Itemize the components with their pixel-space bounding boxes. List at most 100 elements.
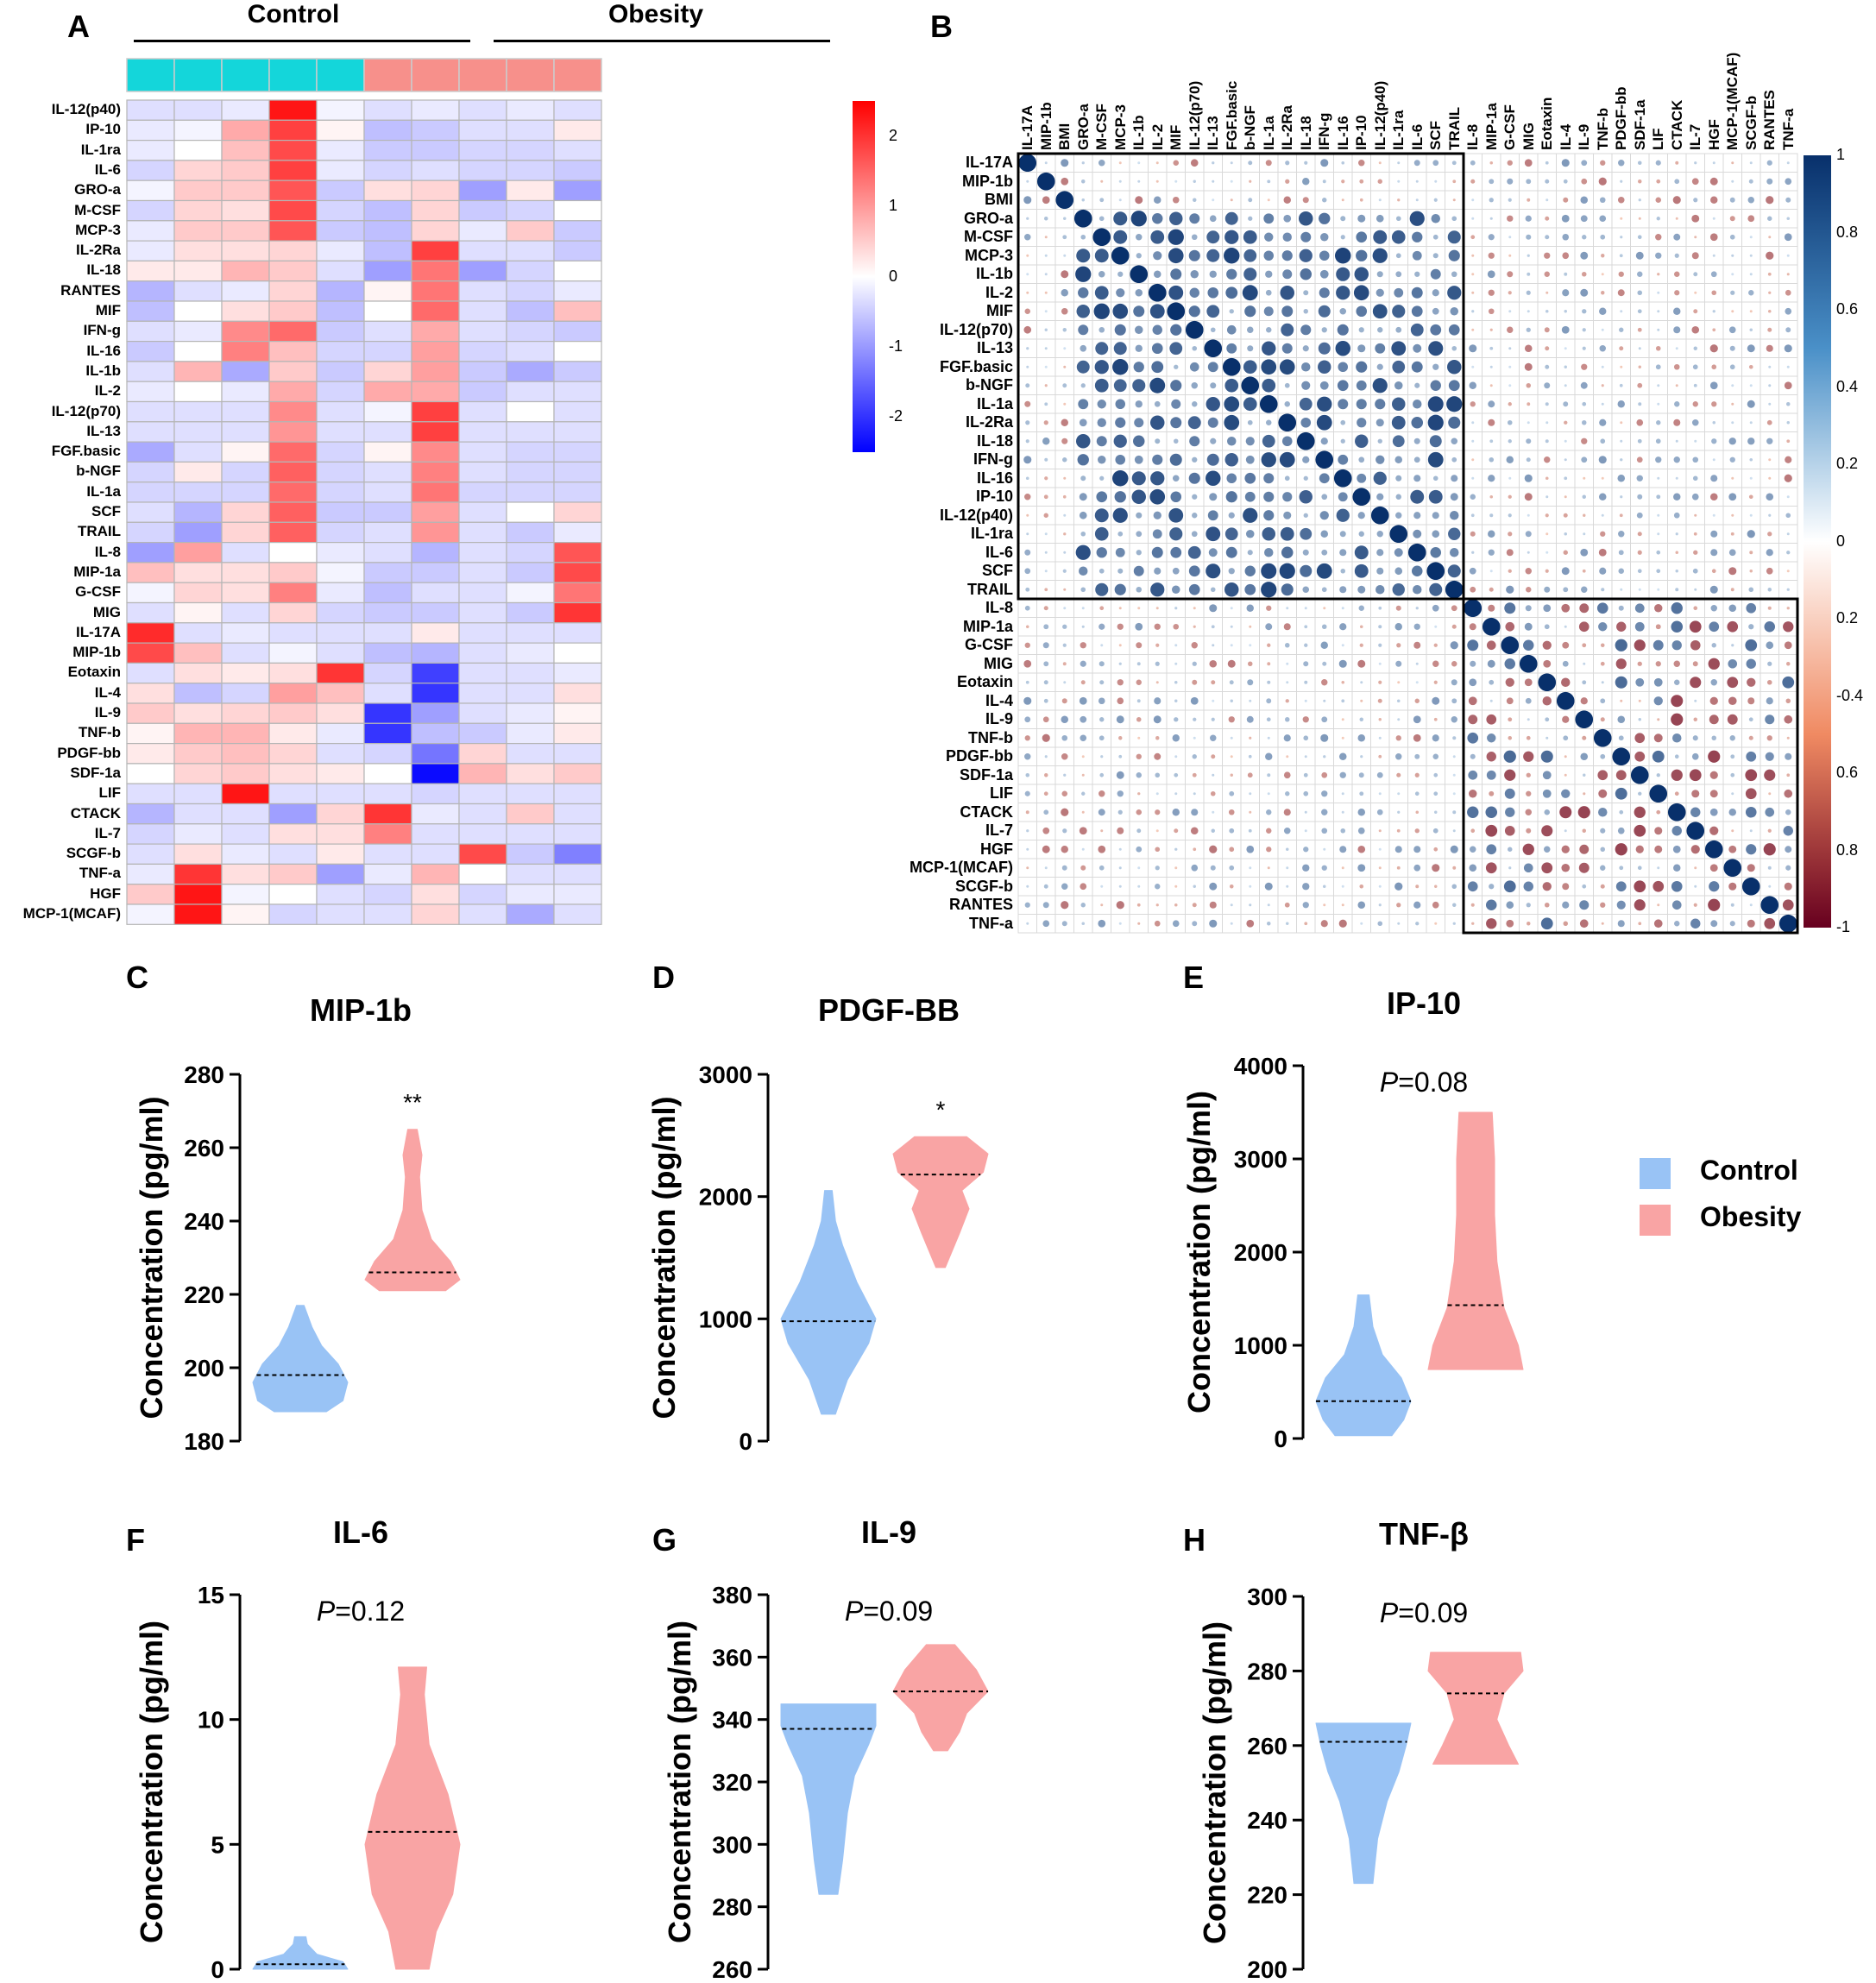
group-line-obesity bbox=[494, 40, 830, 42]
y-axis-label: Concentration (pg/ml) bbox=[134, 1097, 169, 1420]
y-tick-label: 5 bbox=[211, 1831, 224, 1858]
violin-control bbox=[1315, 1294, 1412, 1437]
y-tick-label: 300 bbox=[1247, 1583, 1287, 1610]
y-tick-label: 220 bbox=[1247, 1882, 1287, 1909]
legend-swatch-control bbox=[1640, 1158, 1671, 1189]
heatmap-row-label: HGF bbox=[90, 884, 121, 902]
violin-title: PDGF-BB bbox=[818, 992, 960, 1028]
y-tick-label: 180 bbox=[184, 1428, 224, 1455]
p-value-letter: P bbox=[317, 1596, 336, 1627]
y-tick-label: 3000 bbox=[1234, 1146, 1287, 1173]
heatmap-row-label: IL-7 bbox=[94, 824, 121, 841]
heatmap-row-label: IL-9 bbox=[94, 704, 121, 721]
violin-obesity bbox=[364, 1129, 461, 1292]
heatmap-row-label: LIF bbox=[98, 784, 122, 802]
p-value-letter: P bbox=[1380, 1067, 1399, 1098]
y-tick-label: 260 bbox=[1247, 1733, 1287, 1760]
p-value-number: =0.09 bbox=[863, 1596, 933, 1627]
violin-title: MIP-1b bbox=[310, 992, 412, 1028]
heatmap-row-label: IL-1ra bbox=[80, 141, 121, 158]
heatmap-row-label: RANTES bbox=[60, 281, 121, 299]
violin-panel-g: IL-9 380 360 340 320 300 280 260 Concentration (… bbox=[662, 1514, 989, 1983]
heatmap-row-label: IL-17A bbox=[76, 623, 121, 640]
y-tick-label: 200 bbox=[184, 1355, 224, 1382]
violin-panel-e: IP-10 4000 3000 2000 1000 0 Concentration (pg/… bbox=[1181, 985, 1524, 1452]
p-value-number: =0.09 bbox=[1398, 1597, 1468, 1628]
heatmap-chart bbox=[126, 58, 875, 925]
violin-panel-d: PDGF-BB 3000 2000 1000 0 Concentration (pg/ml… bbox=[646, 992, 989, 1455]
violin-panel-c: MIP-1b 280 260 240 220 200 180 Concentration (p… bbox=[134, 992, 461, 1455]
y-axis-label: Concentration (pg/ml) bbox=[134, 1621, 169, 1943]
violin-obesity bbox=[364, 1666, 461, 1970]
heatmap-row-label: IP-10 bbox=[85, 121, 121, 138]
group-color-cell bbox=[221, 58, 270, 92]
y-tick-label: 280 bbox=[712, 1894, 752, 1921]
p-value-annotation: P=0.09 bbox=[845, 1596, 933, 1627]
y-tick-label: 2000 bbox=[699, 1184, 752, 1211]
heatmap-row-label: IL-18 bbox=[86, 261, 121, 279]
heatmap-row-label: IL-13 bbox=[86, 422, 121, 439]
group-label-obesity: Obesity bbox=[607, 0, 704, 28]
legend-swatch-obesity bbox=[1640, 1205, 1671, 1236]
y-tick-label: 340 bbox=[712, 1707, 752, 1734]
y-tick-label: 240 bbox=[1247, 1807, 1287, 1834]
group-label-control: Control bbox=[247, 0, 340, 28]
heatmap-row-label: IL-2 bbox=[94, 382, 121, 400]
panel-letter-h: H bbox=[1183, 1522, 1206, 1558]
p-value-annotation: P=0.12 bbox=[317, 1596, 405, 1627]
panel-letter-e: E bbox=[1183, 960, 1205, 995]
violin-control bbox=[780, 1190, 877, 1415]
group-color-cell bbox=[363, 58, 412, 92]
heatmap-row-label: IL-16 bbox=[86, 342, 121, 359]
p-value-number: =0.08 bbox=[1398, 1067, 1468, 1098]
legend-label-control: Control bbox=[1700, 1155, 1798, 1186]
significance-annotation: * bbox=[936, 1096, 946, 1123]
y-axis-label: Concentration (pg/ml) bbox=[1197, 1621, 1232, 1944]
y-axis-label: Concentration (pg/ml) bbox=[1181, 1091, 1217, 1413]
heatmap-row-label: GRO-a bbox=[74, 181, 121, 198]
y-tick-label: 220 bbox=[184, 1281, 224, 1308]
heatmap-row-label: G-CSF bbox=[75, 583, 121, 601]
group-line-control bbox=[134, 40, 470, 42]
panel-letter-f: F bbox=[126, 1522, 145, 1558]
violin-control bbox=[780, 1703, 877, 1895]
violin-title: IL-6 bbox=[333, 1514, 388, 1550]
heatmap-row-label: IL-8 bbox=[94, 543, 121, 560]
heatmap-row-label: MIG bbox=[92, 603, 121, 620]
violin-control bbox=[1315, 1722, 1412, 1885]
y-tick-label: 280 bbox=[1247, 1658, 1287, 1684]
violin-obesity bbox=[1427, 1652, 1524, 1765]
y-tick-label: 260 bbox=[712, 1956, 752, 1983]
group-color-cell bbox=[126, 58, 175, 92]
y-axis-label: Concentration (pg/ml) bbox=[662, 1621, 697, 1943]
violin-control bbox=[252, 1305, 349, 1413]
heatmap-row-label: PDGF-bb bbox=[57, 744, 121, 761]
heatmap-row-label: TNF-a bbox=[79, 865, 121, 882]
heatmap-row-label: IL-2Ra bbox=[76, 242, 121, 259]
y-tick-label: 3000 bbox=[699, 1061, 752, 1088]
group-color-cell bbox=[411, 58, 460, 92]
panel-letter-d: D bbox=[652, 960, 675, 995]
y-tick-label: 1000 bbox=[1234, 1332, 1287, 1359]
heatmap-row-label: IL-1a bbox=[86, 482, 121, 500]
group-color-cell bbox=[553, 58, 602, 92]
heatmap-row-label: M-CSF bbox=[74, 201, 121, 218]
heatmap-row-label: Eotaxin bbox=[67, 664, 121, 681]
group-color-cell bbox=[268, 58, 318, 92]
y-tick-label: 0 bbox=[1274, 1426, 1287, 1452]
y-tick-label: 320 bbox=[712, 1769, 752, 1796]
violin-obesity bbox=[892, 1136, 989, 1268]
heatmap-row-label: b-NGF bbox=[76, 463, 121, 480]
heatmap-row-label: FGF.basic bbox=[51, 443, 121, 460]
panel-letter-a: A bbox=[67, 9, 90, 44]
y-tick-label: 200 bbox=[1247, 1956, 1287, 1983]
heatmap-row-label: MCP-1(MCAF) bbox=[22, 905, 121, 922]
violin-title: TNF-β bbox=[1379, 1516, 1469, 1552]
y-tick-label: 380 bbox=[712, 1582, 752, 1608]
heatmap-row-label: MIP-1a bbox=[73, 563, 121, 580]
heatmap-row-label: SDF-1a bbox=[70, 764, 121, 781]
y-tick-label: 360 bbox=[712, 1644, 752, 1671]
p-value-letter: P bbox=[1380, 1597, 1399, 1628]
heatmap-row-label: SCF bbox=[91, 503, 121, 519]
